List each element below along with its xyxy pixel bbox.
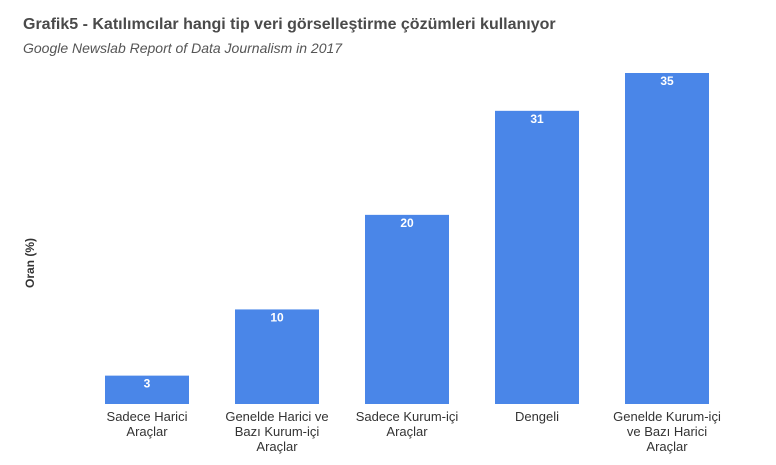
bar-3 xyxy=(495,110,579,404)
data-label-2: 20 xyxy=(400,216,414,230)
category-label-line: Sadece Kurum-içi xyxy=(356,409,459,424)
data-label-4: 35 xyxy=(660,74,674,88)
chart-subtitle: Google Newslab Report of Data Journalism… xyxy=(23,40,343,56)
category-label-line: Genelde Harici ve xyxy=(225,409,328,424)
chart-title: Grafik5 - Katılımcılar hangi tip veri gö… xyxy=(23,16,556,33)
category-label-line: Bazı Kurum-içi xyxy=(235,424,320,439)
category-label-line: Araçlar xyxy=(256,439,298,454)
category-label-line: Araçlar xyxy=(126,424,168,439)
category-label-line: ve Bazı Harici xyxy=(627,424,707,439)
category-label-line: Dengeli xyxy=(515,409,559,424)
category-label-line: Araçlar xyxy=(646,439,688,454)
category-label-line: Araçlar xyxy=(386,424,428,439)
category-label-line: Sadece Harici xyxy=(107,409,188,424)
bar-4 xyxy=(625,73,709,404)
data-label-1: 10 xyxy=(270,310,284,324)
category-label-3: Dengeli xyxy=(515,409,559,424)
category-label-0: Sadece Harici Araçlar xyxy=(107,409,188,439)
bar-1 xyxy=(235,309,319,404)
category-label-line: Genelde Kurum-içi xyxy=(613,409,721,424)
category-label-2: Sadece Kurum-içi Araçlar xyxy=(356,409,459,439)
data-label-0: 3 xyxy=(144,377,151,391)
category-label-1: Genelde Harici ve Bazı Kurum-içi Araçlar xyxy=(225,409,328,454)
bar-0 xyxy=(105,375,189,404)
bar-2 xyxy=(365,214,449,404)
category-label-4: Genelde Kurum-içi ve Bazı Harici Araçlar xyxy=(613,409,721,454)
data-label-3: 31 xyxy=(530,112,544,126)
